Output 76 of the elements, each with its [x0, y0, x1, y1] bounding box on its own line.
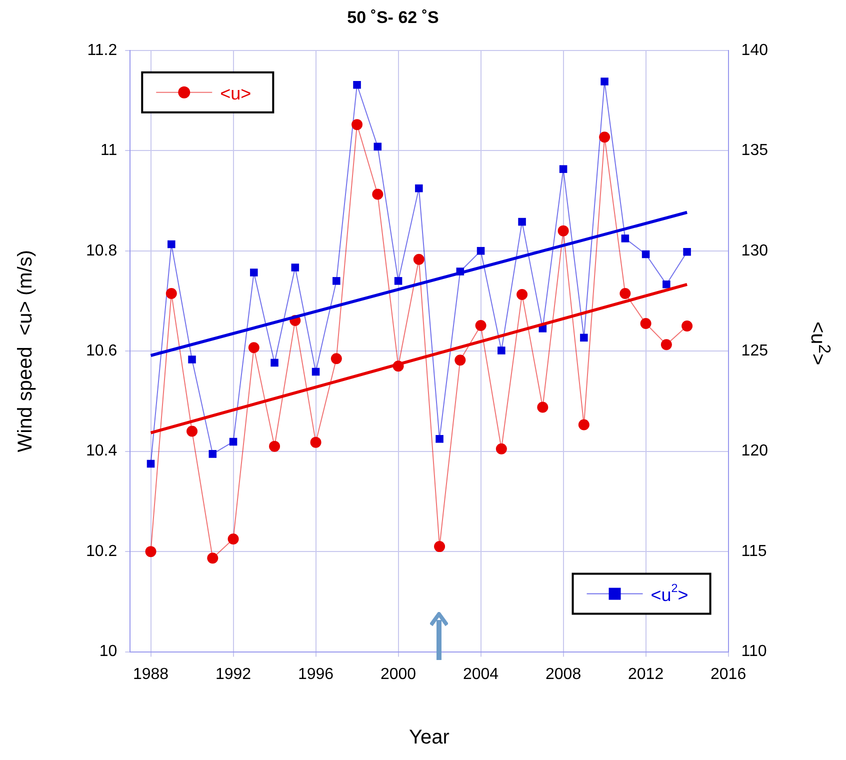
point [352, 119, 363, 130]
point [228, 534, 239, 545]
y2-tick-label: 140 [741, 42, 768, 59]
point [516, 288, 528, 300]
point [208, 450, 217, 458]
y2-tick-label: 120 [741, 442, 768, 460]
y2-tick-label: 135 [741, 142, 768, 160]
point [312, 368, 320, 376]
point [476, 246, 485, 255]
point [207, 552, 218, 564]
point [372, 188, 384, 200]
point [454, 354, 466, 366]
point [413, 254, 424, 265]
point [374, 142, 382, 151]
point [475, 320, 486, 332]
point [291, 264, 300, 272]
x-tick-label: 1992 [215, 666, 252, 683]
point [270, 358, 278, 367]
point [353, 80, 361, 89]
point [537, 402, 548, 413]
y2-tick-label: 115 [741, 542, 767, 560]
point [332, 277, 340, 285]
point [248, 342, 260, 354]
point [621, 234, 630, 242]
y2-tick-label: 125 [741, 342, 768, 360]
point [558, 225, 569, 236]
y-tick-label: 10.8 [86, 242, 118, 260]
x-tick-label: 1988 [132, 666, 169, 683]
point [146, 460, 155, 468]
point [145, 546, 156, 558]
y-tick-label: 10.4 [86, 442, 118, 460]
x-tick-label: 2016 [710, 666, 746, 683]
y-tick-label: 11.2 [87, 42, 118, 59]
point [498, 346, 506, 354]
y-tick-label: 10.6 [86, 342, 118, 360]
y-tick-label: 11 [100, 142, 118, 160]
y2-tick-label: 110 [741, 643, 767, 660]
point [578, 419, 590, 430]
y-tick-label: 10.2 [86, 542, 118, 560]
point [640, 318, 652, 330]
point [559, 165, 568, 173]
x-tick-label: 2000 [380, 666, 416, 683]
x-axis-title: Year [409, 726, 450, 749]
point [188, 356, 196, 364]
point [434, 541, 446, 552]
point [682, 320, 693, 332]
point [330, 353, 342, 364]
point [660, 339, 672, 350]
point [310, 436, 322, 448]
point [518, 218, 526, 226]
point [662, 280, 670, 288]
point [600, 78, 608, 86]
point [166, 288, 177, 299]
point [229, 438, 238, 446]
y-tick-label: 10 [99, 643, 118, 660]
point [580, 334, 588, 342]
point [415, 184, 423, 192]
y2-tick-label: 130 [741, 242, 768, 260]
point [642, 250, 650, 258]
point [394, 277, 402, 285]
point [269, 440, 280, 452]
x-tick-label: 2004 [462, 666, 499, 683]
point [186, 426, 198, 437]
point [683, 248, 691, 256]
point [168, 240, 176, 248]
x-tick-label: 2008 [545, 666, 582, 683]
point [620, 288, 631, 299]
x-tick-label: 2012 [628, 666, 664, 683]
y-axis-title: Wind speed <u> (m/s) [14, 250, 37, 452]
point [496, 443, 507, 454]
legend-label: <u> [220, 83, 252, 104]
point [599, 132, 610, 143]
x-tick-label: 1996 [298, 666, 334, 683]
point [250, 268, 258, 276]
chart-title: 50 ˚S- 62 ˚S [347, 8, 439, 27]
point [436, 435, 444, 443]
